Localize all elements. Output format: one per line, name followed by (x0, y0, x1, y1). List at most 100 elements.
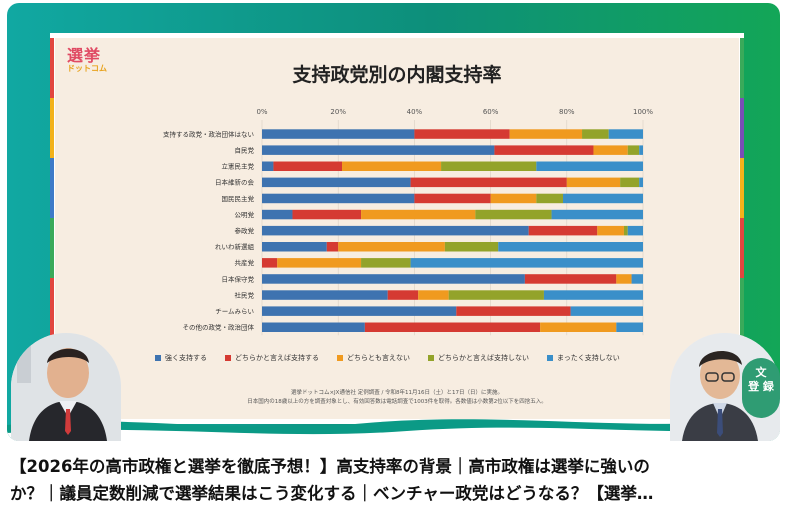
x-tick-label: 40% (407, 108, 423, 116)
bar-segment (262, 161, 274, 171)
bar-segment (639, 145, 643, 155)
video-title-line1: 【2026年の高市政権と選挙を徹底予想！】高支持率の背景｜高市政権は選挙に強いの (10, 457, 650, 476)
bar-segment (490, 193, 537, 204)
bar-segment (262, 242, 327, 252)
bar-segment (414, 129, 510, 139)
legend-swatch (547, 355, 553, 361)
x-tick-label: 60% (483, 108, 499, 116)
source-note-line2: 日本国内の18歳以上の方を調査対象とし、有効回答数は電話調査で1003件を取得。… (247, 399, 547, 405)
bar-segment (566, 177, 621, 188)
category-label: 社民党 (235, 290, 255, 299)
bar-segment (593, 145, 628, 155)
x-tick-label: 20% (330, 108, 346, 116)
x-tick-label: 80% (559, 108, 575, 116)
bar-segment (597, 225, 624, 236)
bar-segment (456, 306, 571, 316)
bar-segment (361, 209, 476, 220)
bar-segment (364, 322, 541, 332)
bar-segment (441, 161, 537, 171)
logo-text-main: 選挙 (67, 46, 102, 65)
category-label: その他の政党・政治団体 (183, 323, 255, 332)
bar-chart: 0% 20% 40% 60% 80% 100% 支持する政党・政治団体はない自民党立憲民主党… (155, 108, 653, 362)
bar-segment (582, 129, 609, 139)
bar-segment (326, 242, 339, 252)
bar-segment (277, 258, 362, 268)
category-label: 国民民主党 (222, 194, 255, 203)
badge-text-top: 文 (755, 366, 767, 379)
bar-segment (570, 306, 643, 316)
bar-segment (608, 129, 643, 139)
bar-segment (262, 290, 388, 300)
senkyo-logo: 選挙 ドットコム (67, 48, 107, 73)
category-label: 立憲民主党 (222, 162, 255, 171)
bar-segment (509, 129, 583, 139)
bar-segment (536, 161, 643, 171)
bar-segment (536, 193, 563, 204)
decor-strip-right (740, 38, 744, 419)
category-label: 自民党 (235, 145, 255, 154)
bar-segment (639, 177, 643, 188)
decor-strip-left (50, 38, 54, 419)
bar-segment (616, 322, 643, 332)
bar-segment (551, 209, 643, 220)
category-label: 共産党 (235, 258, 255, 267)
bar-segment (562, 193, 643, 204)
source-note: 選挙ドットコム×JX通信社 定例調査 / 令和8年11月16日（土）と17日（日… (55, 389, 739, 407)
bar-segment (262, 274, 525, 284)
bar-segment (262, 145, 495, 155)
video-title[interactable]: 【2026年の高市政権と選挙を徹底予想！】高支持率の背景｜高市政権は選挙に強いの… (10, 453, 780, 507)
legend-label: 強く支持する (165, 353, 207, 362)
bar-segment (262, 129, 415, 139)
bar-segment (262, 322, 365, 332)
bar-segment (262, 258, 278, 268)
chart-panel: 選挙 ドットコム 支持政党別の内閣支持率 0% 20% 40% 60% 80% 100% 支… (50, 38, 744, 419)
bar-segment (448, 290, 544, 300)
bar-segment (338, 242, 445, 252)
legend-swatch (337, 355, 343, 361)
bar-segment (262, 193, 415, 204)
bar-segment (498, 242, 643, 252)
bar-segment (262, 209, 293, 220)
bar-segment (262, 306, 457, 316)
chart-title: 支持政党別の内閣支持率 (292, 64, 502, 86)
source-note-line1: 選挙ドットコム×JX通信社 定例調査 / 令和8年11月16日（土）と17日（日… (290, 390, 504, 396)
legend-swatch (225, 355, 231, 361)
legend-label: どちらかと言えば支持しない (438, 353, 529, 362)
category-label: 日本保守党 (222, 274, 255, 283)
legend-label: どちらとも言えない (347, 353, 410, 362)
bar-segment (631, 274, 643, 284)
bar-segment (524, 274, 617, 284)
bar-segment (414, 193, 491, 204)
bar-segment (292, 209, 362, 220)
legend-swatch (155, 355, 161, 361)
bar-segment (627, 145, 640, 155)
bar-segment (262, 177, 411, 188)
x-tick-label: 100% (633, 108, 653, 116)
bar-segment (418, 290, 449, 300)
bar-segment (410, 177, 567, 188)
bar-segment (540, 322, 617, 332)
x-tick-label: 0% (256, 108, 267, 116)
bar-segment (342, 161, 442, 171)
bar-segment (543, 290, 643, 300)
video-title-line2: か？｜議員定数削減で選挙結果はこう変化する｜ベンチャー政党はどうなる？【選挙… (10, 484, 654, 503)
bar-segment (623, 225, 628, 236)
logo-text-sub: ドットコム (67, 64, 107, 73)
bar-segment (616, 274, 632, 284)
decor-wave (7, 419, 780, 441)
video-thumbnail[interactable]: 選挙 ドットコム 支持政党別の内閣支持率 0% 20% 40% 60% 80% 100% 支… (7, 3, 780, 441)
category-label: 日本維新の会 (215, 178, 255, 187)
legend-label: どちらかと言えば支持する (235, 353, 319, 362)
category-label: チームみらい (215, 307, 254, 315)
category-label: 公明党 (235, 210, 255, 219)
bar-segment (262, 225, 529, 236)
bar-segment (361, 258, 411, 268)
bar-segment (387, 290, 419, 300)
bar-segment (494, 145, 594, 155)
bar-segment (273, 161, 343, 171)
bar-segment (475, 209, 552, 220)
category-label: れいわ新選組 (215, 242, 255, 251)
legend-swatch (428, 355, 434, 361)
host-left-photo (11, 333, 121, 441)
subscribe-badge[interactable]: 文 登 録 (742, 358, 780, 418)
